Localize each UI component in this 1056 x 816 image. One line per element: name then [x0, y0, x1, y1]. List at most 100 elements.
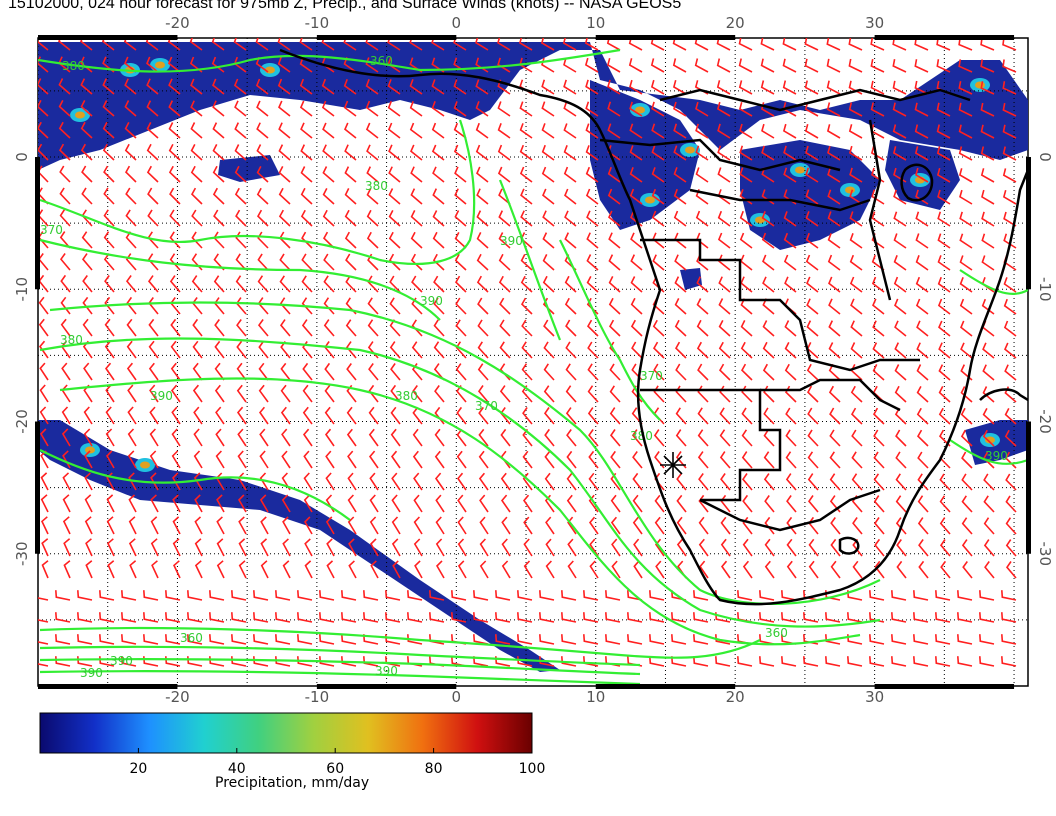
wind-barb [937, 189, 951, 205]
graticule-lines [38, 38, 1028, 686]
wind-barb [586, 319, 599, 337]
wind-barb [652, 319, 665, 337]
wind-barb [961, 495, 973, 513]
wind-barb [237, 428, 247, 447]
wind-barb [959, 233, 973, 249]
wind-barb [125, 209, 137, 227]
precip-area-congo [590, 80, 700, 230]
wind-barb [676, 472, 687, 491]
wind-barb [325, 516, 335, 535]
frame-bar [1026, 421, 1031, 554]
wind-barb [720, 473, 731, 491]
wind-barb [149, 428, 159, 447]
wind-barb [387, 100, 401, 117]
wind-barb [695, 123, 709, 139]
wind-barb [433, 275, 445, 293]
wind-barb [651, 145, 665, 161]
wind-barb [451, 590, 467, 601]
wind-barb [190, 100, 203, 117]
wind-barb [958, 59, 973, 73]
wind-barb [99, 590, 115, 601]
wind-barb [785, 451, 797, 469]
wind-barb [763, 385, 775, 403]
wind-barb [60, 296, 71, 315]
wind-barb [741, 429, 753, 447]
wind-barb [980, 59, 995, 73]
wind-barb [102, 143, 115, 161]
wind-barb [693, 612, 709, 623]
wind-barb [61, 406, 71, 425]
wind-barb [323, 231, 335, 249]
wind-barb [848, 38, 863, 51]
wind-barb [347, 494, 357, 513]
wind-barb [585, 79, 599, 95]
wind-barb [411, 363, 423, 381]
wind-barb [323, 297, 335, 315]
wind-barb [891, 634, 907, 645]
wind-barb [715, 634, 731, 645]
wind-barb [584, 57, 599, 73]
wind-barb [585, 101, 599, 117]
wind-barb [761, 123, 775, 139]
wind-barb [523, 560, 533, 579]
wind-barb [983, 473, 995, 491]
wind-barb [279, 297, 291, 315]
wind-barb [961, 539, 973, 557]
wind-barbs [38, 38, 1017, 667]
wind-barb [456, 472, 467, 491]
wind-barb [959, 211, 973, 227]
wind-barb [499, 319, 511, 337]
wind-barb [391, 472, 401, 491]
wind-barb [891, 590, 907, 601]
wind-barb [347, 516, 357, 535]
wind-barb [125, 275, 137, 293]
wind-barb [829, 473, 841, 491]
wind-barb [892, 146, 907, 161]
contour-line [949, 439, 1028, 465]
wind-barb [479, 516, 489, 535]
wind-barb [543, 341, 555, 359]
wind-barb [673, 210, 687, 227]
wind-barb [194, 516, 203, 535]
wind-barb [278, 187, 291, 205]
wind-barb [672, 79, 687, 95]
wind-barb [674, 254, 687, 271]
wind-barb [121, 590, 137, 601]
wind-barb [983, 517, 995, 535]
wind-barb [127, 428, 137, 447]
wind-barb [62, 516, 71, 535]
wind-barb [473, 634, 489, 645]
wind-barb [407, 590, 423, 601]
border-line [760, 378, 901, 412]
wind-barb [192, 318, 203, 337]
axis-frame-bars [35, 35, 1031, 689]
wind-barb [983, 495, 995, 513]
wind-barb [896, 539, 907, 557]
wind-barb [914, 146, 929, 161]
wind-barb [807, 473, 819, 491]
wind-barb [630, 254, 643, 271]
wind-barb [281, 494, 291, 513]
wind-barb [738, 80, 753, 95]
wind-barb [102, 78, 115, 95]
wind-barb [279, 253, 291, 271]
wind-barb [651, 101, 665, 117]
wind-barb [807, 429, 819, 447]
wind-barb [673, 145, 687, 161]
wind-barb [607, 188, 621, 205]
wind-barb [258, 340, 269, 359]
wind-barb [390, 450, 401, 469]
wind-barb [565, 363, 577, 381]
wind-barb [869, 656, 885, 667]
wind-barb [564, 210, 577, 227]
wind-barb [234, 165, 247, 183]
wind-barb [784, 276, 797, 293]
wind-barb [563, 145, 577, 161]
wind-barb [432, 253, 445, 271]
wind-barb [764, 495, 775, 513]
wind-barb [407, 612, 423, 623]
wind-barb [301, 319, 313, 337]
wind-barb [585, 188, 599, 205]
wind-barb [143, 590, 159, 601]
